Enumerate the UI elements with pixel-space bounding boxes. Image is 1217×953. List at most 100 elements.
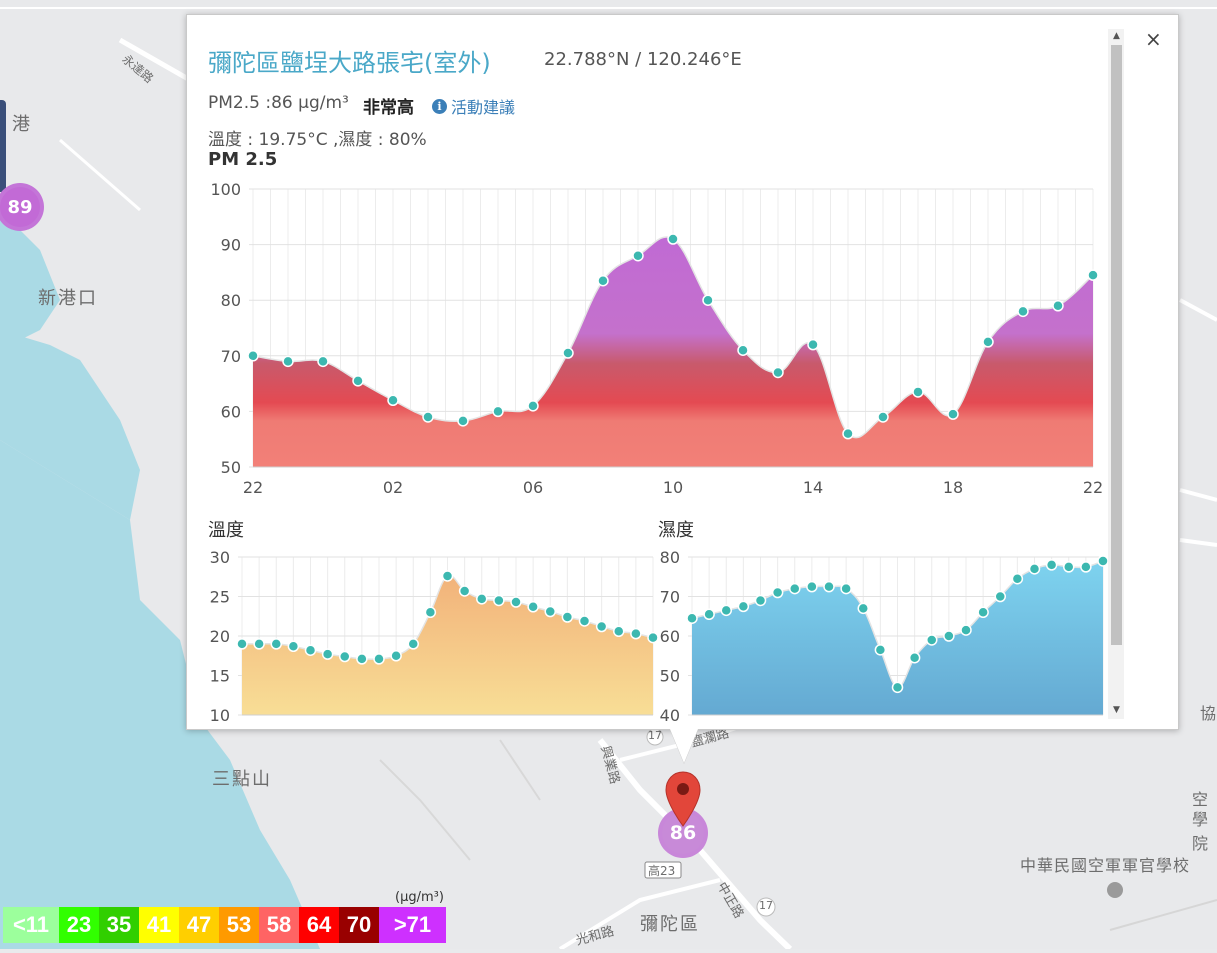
side-panel-tab[interactable] — [0, 100, 6, 192]
data-point[interactable] — [857, 602, 869, 615]
data-point[interactable] — [807, 338, 819, 351]
advice-label: 活動建議 — [451, 98, 516, 117]
y-tick-label: 60 — [660, 627, 680, 646]
data-point[interactable] — [287, 640, 300, 653]
data-point[interactable] — [647, 631, 659, 644]
data-point[interactable] — [737, 344, 749, 356]
data-point[interactable] — [236, 638, 248, 650]
data-point[interactable] — [789, 582, 801, 595]
data-point[interactable] — [702, 294, 714, 306]
humidity-chart-heading: 濕度 — [658, 520, 694, 541]
pm-cluster-marker[interactable]: 89 — [0, 183, 44, 231]
data-point[interactable] — [562, 347, 574, 359]
data-point[interactable] — [686, 612, 698, 624]
data-point[interactable] — [561, 611, 574, 623]
data-point[interactable] — [458, 585, 471, 597]
data-point[interactable] — [842, 427, 854, 440]
data-point[interactable] — [960, 624, 972, 636]
data-point[interactable] — [994, 590, 1006, 603]
data-point[interactable] — [544, 605, 556, 618]
data-point[interactable] — [282, 355, 294, 368]
data-point[interactable] — [1011, 572, 1024, 585]
map-label: 中華民國空軍軍官學校 — [1020, 856, 1191, 875]
station-coords: 22.788°N / 120.246°E — [544, 49, 742, 70]
data-point[interactable] — [321, 648, 334, 660]
data-point[interactable] — [1017, 305, 1029, 318]
data-point[interactable] — [527, 601, 539, 613]
data-point[interactable] — [772, 366, 784, 379]
data-point[interactable] — [527, 400, 539, 412]
data-point[interactable] — [977, 606, 989, 619]
scroll-down-icon[interactable]: ▼ — [1113, 705, 1120, 715]
data-point[interactable] — [387, 394, 399, 407]
data-point[interactable] — [720, 604, 732, 617]
data-point[interactable] — [597, 274, 609, 287]
road-shield: 17 — [648, 729, 662, 742]
data-point[interactable] — [492, 405, 504, 418]
data-point[interactable] — [510, 596, 522, 608]
scrollbar-thumb[interactable] — [1111, 45, 1122, 645]
x-tick-label: 22 — [1083, 478, 1103, 497]
data-point[interactable] — [247, 350, 259, 362]
data-point[interactable] — [613, 625, 625, 638]
x-tick-label: 22 — [243, 478, 263, 497]
data-point[interactable] — [943, 630, 955, 642]
data-point[interactable] — [806, 580, 818, 593]
data-point[interactable] — [1097, 555, 1109, 567]
legend-item: >71 — [379, 907, 446, 943]
data-point[interactable] — [422, 411, 434, 423]
scroll-up-icon[interactable]: ▲ — [1113, 31, 1120, 41]
data-point[interactable] — [373, 653, 385, 665]
data-point[interactable] — [1052, 300, 1064, 312]
data-point[interactable] — [304, 644, 317, 656]
data-point[interactable] — [270, 638, 282, 650]
y-tick-label: 10 — [210, 706, 230, 725]
location-pin-icon[interactable] — [664, 770, 702, 830]
data-point[interactable] — [407, 638, 419, 650]
station-title[interactable]: 彌陀區鹽埕大路張宅(室外) — [208, 49, 491, 77]
data-point[interactable] — [457, 415, 469, 427]
road-shield: 高23 — [648, 864, 676, 878]
data-point[interactable] — [667, 233, 679, 245]
data-point[interactable] — [908, 651, 921, 664]
data-point[interactable] — [982, 336, 994, 348]
data-point[interactable] — [877, 411, 889, 423]
activity-advice-link[interactable]: i 活動建議 — [432, 94, 515, 118]
data-point[interactable] — [1063, 561, 1075, 573]
data-point[interactable] — [771, 586, 784, 599]
data-point[interactable] — [253, 638, 265, 650]
data-point[interactable] — [874, 644, 887, 656]
y-tick-label: 40 — [660, 706, 680, 725]
data-point[interactable] — [595, 620, 608, 633]
data-point[interactable] — [632, 249, 644, 262]
data-point[interactable] — [424, 606, 437, 619]
data-point[interactable] — [356, 653, 368, 665]
data-point[interactable] — [339, 650, 351, 663]
data-point[interactable] — [630, 627, 642, 640]
data-point[interactable] — [390, 650, 402, 662]
data-point[interactable] — [840, 582, 852, 595]
data-point[interactable] — [1028, 563, 1041, 575]
data-point[interactable] — [1087, 269, 1099, 281]
area-fill — [253, 236, 1093, 467]
data-point[interactable] — [912, 386, 924, 398]
data-point[interactable] — [947, 408, 959, 420]
cluster-value: 86 — [669, 822, 697, 844]
data-point[interactable] — [1045, 559, 1058, 571]
data-point[interactable] — [493, 594, 505, 607]
data-point[interactable] — [926, 634, 938, 646]
close-icon[interactable]: × — [1145, 27, 1162, 51]
data-point[interactable] — [703, 608, 715, 621]
data-point[interactable] — [476, 593, 488, 605]
data-point[interactable] — [891, 681, 904, 694]
data-point[interactable] — [441, 570, 454, 582]
data-point[interactable] — [754, 594, 767, 607]
data-point[interactable] — [578, 615, 591, 627]
pm25-chart: 50 60 70 80 90 100 22 02 06 10 14 18 22 — [210, 180, 1103, 497]
data-point[interactable] — [1080, 561, 1092, 573]
y-tick-label: 100 — [210, 180, 241, 199]
data-point[interactable] — [352, 375, 364, 387]
data-point[interactable] — [737, 600, 750, 613]
data-point[interactable] — [317, 355, 329, 368]
data-point[interactable] — [823, 580, 835, 593]
